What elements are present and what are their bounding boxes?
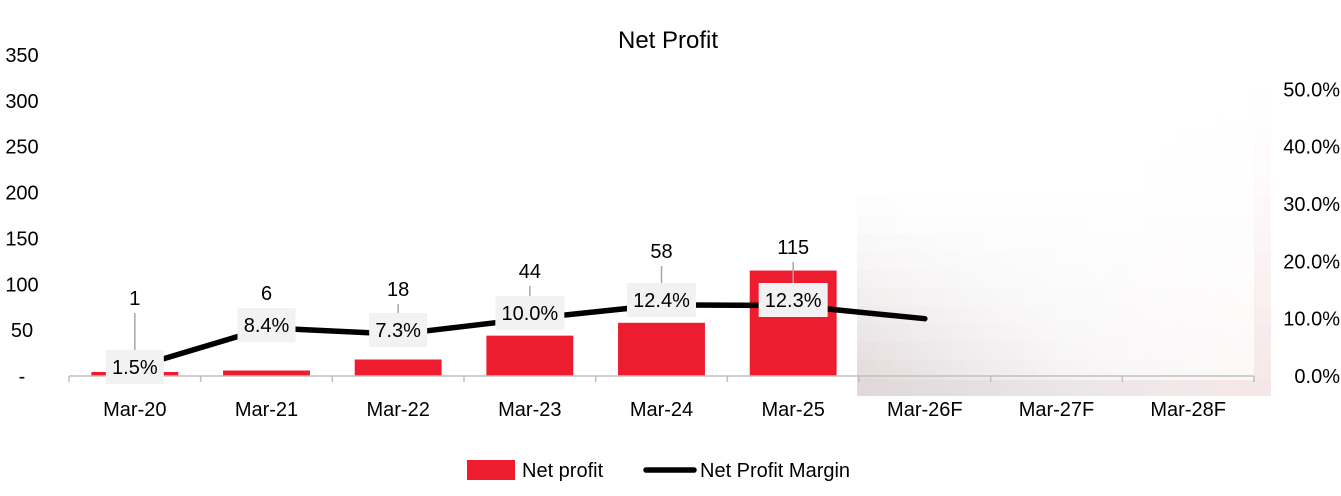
y-left-tick-label: 150	[5, 228, 38, 250]
y-right-tick-label: 50.0%	[1283, 79, 1340, 101]
bar-value-label: 1	[129, 288, 140, 310]
margin-value-label: 12.3%	[765, 290, 822, 312]
y-left-tick-label: 50	[11, 320, 33, 342]
y-right-tick-label: 0.0%	[1294, 366, 1340, 388]
margin-value-label: 1.5%	[112, 357, 158, 379]
x-tick-label: Mar-25	[761, 399, 824, 421]
x-tick-label: Mar-26F	[887, 399, 963, 421]
margin-label-box	[627, 283, 696, 317]
x-tick-label: Mar-24	[630, 399, 693, 421]
bar-Mar-21	[223, 370, 310, 376]
x-tick-label: Mar-20	[103, 399, 166, 421]
y-left-tick-label: 350	[5, 45, 38, 67]
bar-Mar-22	[354, 359, 442, 376]
margin-value-label: 7.3%	[375, 320, 421, 342]
bar-value-label: 44	[519, 261, 541, 283]
bar-Mar-24	[618, 322, 705, 376]
margin-label-box	[758, 283, 828, 317]
legend-swatch-net-profit	[467, 460, 515, 480]
margin-value-label: 8.4%	[244, 315, 290, 337]
x-tick-label: Mar-22	[366, 399, 429, 421]
legend-label-net-profit: Net profit	[522, 460, 604, 482]
y-right-tick-label: 30.0%	[1283, 194, 1340, 216]
x-tick-label: Mar-21	[235, 399, 298, 421]
y-right-tick-label: 40.0%	[1283, 137, 1340, 159]
chart-title: Net Profit	[618, 27, 718, 54]
y-left-tick-label: 200	[5, 183, 38, 205]
legend-label-margin: Net Profit Margin	[700, 460, 850, 482]
margin-label-box	[237, 308, 296, 342]
x-tick-label: Mar-27F	[1019, 399, 1095, 421]
bar-value-label: 6	[261, 283, 272, 305]
y-right-tick-label: 10.0%	[1283, 309, 1340, 331]
chart-legend: Net profit Net Profit Margin	[467, 460, 850, 482]
margin-label-box	[369, 313, 428, 347]
margin-label-box	[105, 350, 164, 384]
bar-value-label: 18	[387, 279, 409, 301]
y-left-tick-label: -	[19, 366, 26, 388]
x-tick-label: Mar-28F	[1150, 399, 1226, 421]
bar-Mar-23	[486, 335, 574, 376]
margin-label-box	[495, 296, 565, 330]
y-right-tick-label: 20.0%	[1283, 251, 1340, 273]
margin-value-label: 10.0%	[501, 303, 558, 325]
x-tick-label: Mar-23	[498, 399, 561, 421]
y-left-tick-label: 300	[5, 91, 38, 113]
bar-value-label: 58	[650, 241, 672, 263]
y-left-tick-label: 100	[5, 274, 38, 296]
y-left-tick-label: 250	[5, 137, 38, 159]
obscured-forecast-region	[857, 18, 1271, 396]
margin-value-label: 12.4%	[633, 290, 690, 312]
bar-value-label: 115	[777, 237, 809, 259]
